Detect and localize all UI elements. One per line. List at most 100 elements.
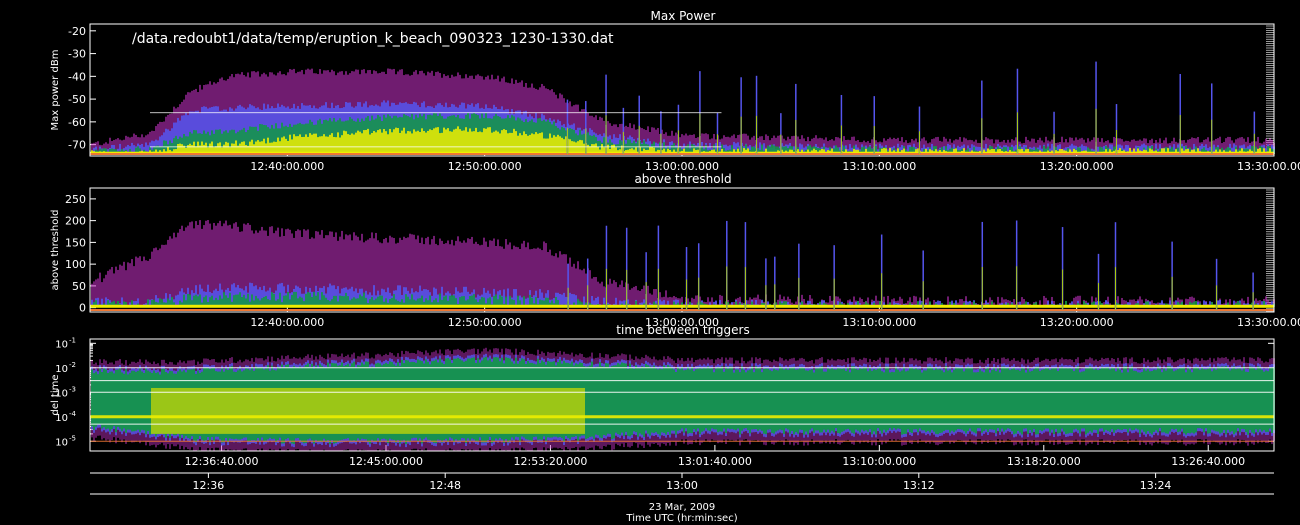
data-column-core: [275, 387, 277, 434]
data-column: [517, 295, 519, 307]
data-column: [657, 128, 659, 154]
max-power-xticks: 12:40:00.000 12:50:00.000 13:00:00.000 13:1…: [250, 150, 1300, 173]
data-column: [333, 136, 335, 154]
data-column: [1103, 302, 1105, 307]
data-column: [451, 295, 453, 307]
data-column: [415, 239, 417, 307]
data-column: [1113, 136, 1115, 154]
data-column: [859, 297, 861, 307]
data-column: [517, 247, 519, 307]
data-column: [343, 239, 345, 307]
data-column: [227, 225, 229, 307]
data-column: [923, 148, 925, 154]
data-column: [1219, 300, 1221, 307]
data-column: [1221, 147, 1223, 154]
data-column: [851, 136, 853, 154]
data-column: [173, 138, 175, 154]
data-column: [295, 230, 297, 307]
data-column: [273, 141, 275, 154]
data-column: [319, 287, 321, 307]
data-column: [347, 235, 349, 307]
data-column-core: [431, 387, 433, 434]
data-column: [125, 302, 127, 307]
data-column: [255, 141, 257, 154]
data-column: [739, 134, 741, 154]
data-column: [465, 300, 467, 307]
data-column: [1265, 148, 1267, 154]
data-column: [365, 297, 367, 307]
data-column: [649, 293, 651, 307]
data-column: [957, 145, 959, 154]
data-column: [415, 300, 417, 307]
data-column: [523, 240, 525, 307]
data-column: [459, 241, 461, 307]
data-column: [711, 138, 713, 154]
data-column: [865, 148, 867, 154]
data-column: [621, 280, 623, 307]
data-column: [381, 295, 383, 307]
data-column-core: [293, 387, 295, 434]
data-column: [443, 296, 445, 307]
data-column-core: [461, 387, 463, 434]
data-column-core: [199, 387, 201, 434]
data-column: [1247, 296, 1249, 307]
data-column: [417, 130, 419, 154]
data-column: [1117, 144, 1119, 154]
data-column: [257, 298, 259, 307]
data-column: [101, 282, 103, 307]
data-column: [103, 148, 105, 154]
data-column: [361, 133, 363, 154]
data-column-core: [407, 387, 409, 434]
data-column: [223, 144, 225, 154]
xtick-label: 12:50:00.000: [448, 160, 522, 173]
data-column: [267, 299, 269, 307]
data-column: [903, 148, 905, 154]
data-column: [265, 295, 267, 307]
data-column-core: [429, 387, 431, 434]
data-column: [121, 297, 123, 307]
data-column: [853, 296, 855, 307]
ytick-label: 250: [65, 193, 86, 206]
data-column: [807, 300, 809, 307]
data-column: [541, 292, 543, 307]
data-column: [725, 144, 727, 154]
data-column: [1049, 148, 1051, 154]
data-column: [91, 143, 93, 154]
data-column-core: [211, 387, 213, 434]
data-column-core: [229, 387, 231, 434]
data-column: [377, 240, 379, 307]
data-column: [1265, 138, 1267, 154]
data-column-core: [221, 387, 223, 434]
data-column: [623, 300, 625, 307]
data-column-core: [283, 387, 285, 434]
data-column: [275, 141, 277, 154]
data-column: [237, 145, 239, 154]
data-column: [731, 135, 733, 154]
data-column: [611, 283, 613, 307]
data-column: [209, 223, 211, 307]
data-column: [1043, 295, 1045, 307]
data-column: [703, 133, 705, 154]
data-column-core: [251, 387, 253, 434]
data-column: [607, 144, 609, 154]
data-column: [997, 149, 999, 154]
data-column: [665, 148, 667, 154]
data-column: [807, 149, 809, 154]
data-column-core: [517, 387, 519, 434]
data-column: [779, 135, 781, 154]
data-column: [341, 295, 343, 307]
data-column: [633, 149, 635, 154]
data-column: [371, 132, 373, 154]
data-column: [727, 146, 729, 154]
data-column: [647, 144, 649, 154]
data-column: [1153, 143, 1155, 154]
data-column: [135, 301, 137, 307]
data-column: [193, 228, 195, 307]
time-between-triggers-panel: time between triggers del time 10 -510 -41…: [50, 323, 1275, 468]
data-column: [513, 128, 515, 154]
data-column: [653, 127, 655, 154]
data-column: [281, 228, 283, 307]
data-column: [1151, 300, 1153, 307]
data-column: [453, 129, 455, 154]
data-column: [601, 144, 603, 154]
